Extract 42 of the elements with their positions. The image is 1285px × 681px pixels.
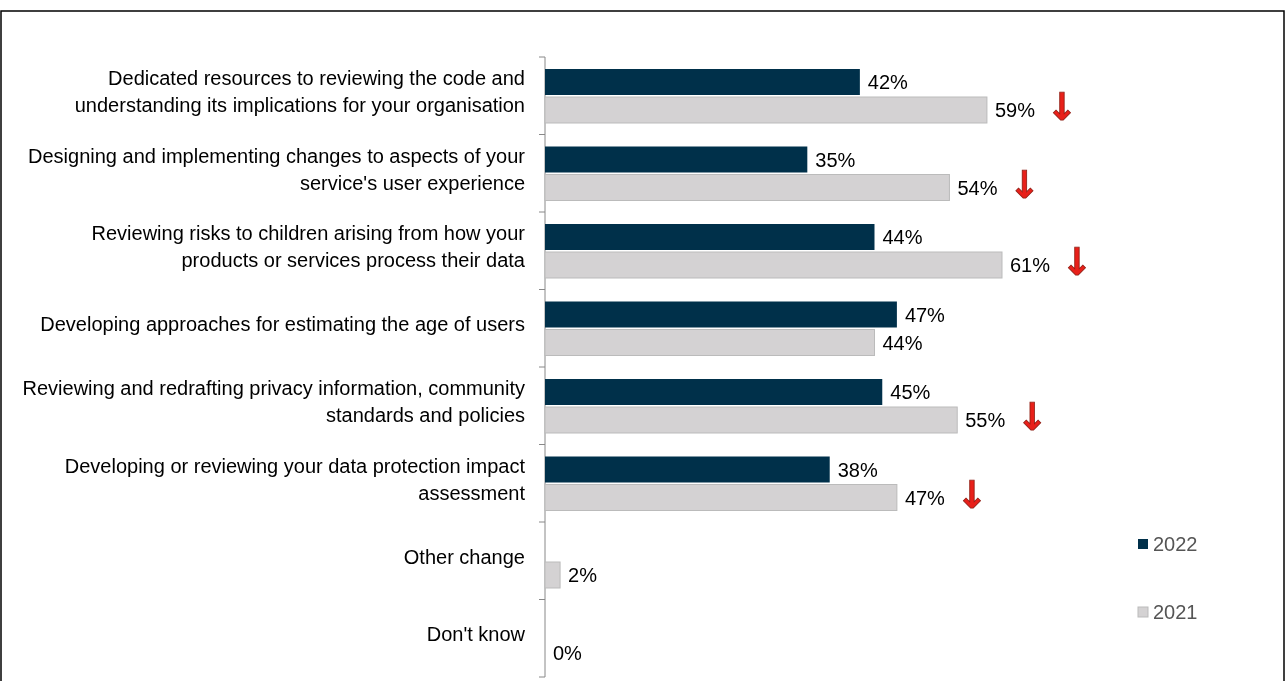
bar bbox=[545, 379, 883, 405]
legend-label: 2021 bbox=[1153, 601, 1198, 623]
y-tick-label: Dedicated resources to reviewing the code and understanding its implications for your organisation bbox=[74, 67, 525, 117]
text: 44% bbox=[882, 226, 923, 248]
bar bbox=[545, 224, 875, 250]
text: 55% bbox=[965, 409, 1006, 431]
text: 47% bbox=[904, 486, 945, 509]
bar bbox=[545, 69, 860, 95]
y-tick-label: Designing and implementing changes to aspects of your service's user experience bbox=[28, 144, 526, 194]
text: ↓ bbox=[1061, 240, 1093, 284]
text: ↓ bbox=[1046, 85, 1078, 129]
text: 59% bbox=[994, 99, 1035, 121]
bar bbox=[544, 251, 1003, 279]
bar bbox=[545, 456, 830, 483]
legend-label: 2022 bbox=[1153, 533, 1198, 555]
y-tick-label: Reviewing risks to children arising from how your products or services process their data bbox=[91, 222, 526, 272]
bar bbox=[544, 484, 898, 511]
text: 0% bbox=[553, 641, 582, 664]
annotation: ↓ bbox=[955, 472, 988, 517]
text: 2% bbox=[568, 564, 597, 586]
y-tick-label: Reviewing and redrafting privacy information, community standards and policies bbox=[22, 377, 525, 427]
y-tick-label: Developing or reviewing your data protection impact assessment bbox=[64, 454, 526, 504]
bar bbox=[544, 174, 950, 201]
text: ↓ bbox=[1008, 162, 1041, 207]
bar bbox=[545, 301, 897, 328]
text: 45% bbox=[890, 381, 931, 403]
bar bbox=[544, 329, 875, 356]
text: 54% bbox=[957, 176, 998, 199]
text: 44% bbox=[882, 331, 923, 354]
text: 61% bbox=[1010, 254, 1051, 276]
y-tick-label: Other change bbox=[403, 545, 525, 568]
text: 35% bbox=[815, 148, 856, 171]
text: 42% bbox=[867, 71, 908, 93]
text: 38% bbox=[837, 458, 878, 481]
text: 47% bbox=[904, 303, 945, 326]
bar bbox=[545, 146, 808, 173]
text: ↓ bbox=[1016, 395, 1049, 439]
bar bbox=[544, 561, 561, 589]
bar bbox=[544, 96, 988, 124]
y-tick-label: Don't know bbox=[426, 623, 526, 646]
bar bbox=[544, 406, 958, 434]
y-tick-label: Developing approaches for estimating the age of users bbox=[40, 313, 525, 336]
